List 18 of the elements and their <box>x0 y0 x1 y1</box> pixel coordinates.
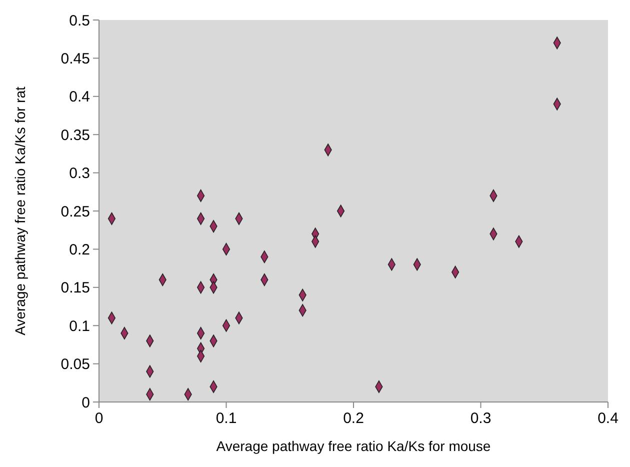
x-axis-title: Average pathway free ratio Ka/Ks for mouse <box>216 438 491 454</box>
y-tick-label: 0.2 <box>69 241 90 258</box>
x-tick-label: 0.4 <box>598 410 618 427</box>
x-tick-label: 0.2 <box>343 410 364 427</box>
y-tick-label: 0.45 <box>60 50 90 68</box>
y-tick-label: 0.05 <box>60 356 90 374</box>
y-tick-label: 0.25 <box>60 203 90 220</box>
y-axis-title: Average pathway free ratio Ka/Ks for rat <box>12 86 28 336</box>
y-tick-label: 0.35 <box>60 126 90 144</box>
y-tick-label: 0.5 <box>69 12 90 30</box>
y-tick-label: 0 <box>82 394 90 412</box>
y-tick-label: 0.15 <box>60 280 90 297</box>
y-tick-label: 0.4 <box>69 88 90 106</box>
x-tick-label: 0.1 <box>216 410 237 427</box>
y-tick-label: 0.1 <box>69 318 90 335</box>
x-tick-label: 0.3 <box>470 410 492 427</box>
x-tick-label: 0 <box>94 410 104 427</box>
y-tick-label: 0.3 <box>69 165 90 182</box>
